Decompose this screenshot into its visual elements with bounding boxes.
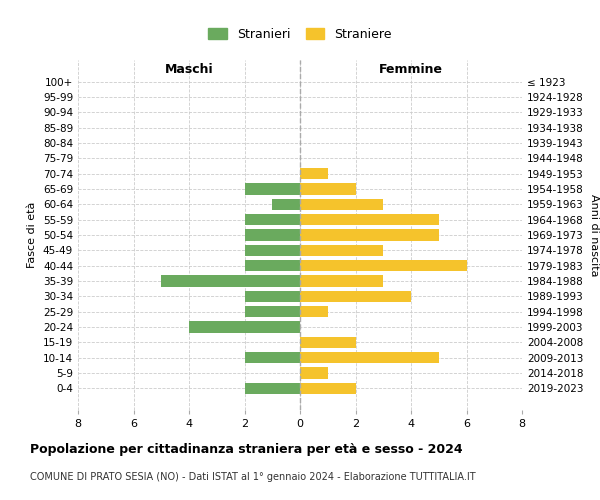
Bar bbox=[300, 244, 383, 256]
Bar bbox=[272, 198, 300, 210]
Bar bbox=[189, 322, 300, 333]
Bar bbox=[245, 290, 300, 302]
Bar bbox=[300, 260, 467, 272]
Bar bbox=[245, 214, 300, 226]
Bar bbox=[245, 260, 300, 272]
Text: Femmine: Femmine bbox=[379, 63, 443, 76]
Bar bbox=[245, 352, 300, 364]
Legend: Stranieri, Straniere: Stranieri, Straniere bbox=[205, 24, 395, 44]
Bar bbox=[300, 198, 383, 210]
Bar bbox=[300, 368, 328, 379]
Bar bbox=[300, 168, 328, 179]
Bar bbox=[245, 244, 300, 256]
Bar bbox=[300, 229, 439, 241]
Bar bbox=[300, 336, 355, 348]
Bar bbox=[300, 276, 383, 287]
Bar bbox=[300, 352, 439, 364]
Bar bbox=[245, 183, 300, 194]
Text: COMUNE DI PRATO SESIA (NO) - Dati ISTAT al 1° gennaio 2024 - Elaborazione TUTTIT: COMUNE DI PRATO SESIA (NO) - Dati ISTAT … bbox=[30, 472, 476, 482]
Bar bbox=[245, 382, 300, 394]
Text: Popolazione per cittadinanza straniera per età e sesso - 2024: Popolazione per cittadinanza straniera p… bbox=[30, 442, 463, 456]
Y-axis label: Fasce di età: Fasce di età bbox=[28, 202, 37, 268]
Bar bbox=[300, 306, 328, 318]
Y-axis label: Anni di nascita: Anni di nascita bbox=[589, 194, 599, 276]
Bar bbox=[300, 214, 439, 226]
Text: Maschi: Maschi bbox=[164, 63, 214, 76]
Bar bbox=[300, 183, 355, 194]
Bar bbox=[245, 306, 300, 318]
Bar bbox=[300, 290, 411, 302]
Bar bbox=[300, 382, 355, 394]
Bar bbox=[161, 276, 300, 287]
Bar bbox=[245, 229, 300, 241]
